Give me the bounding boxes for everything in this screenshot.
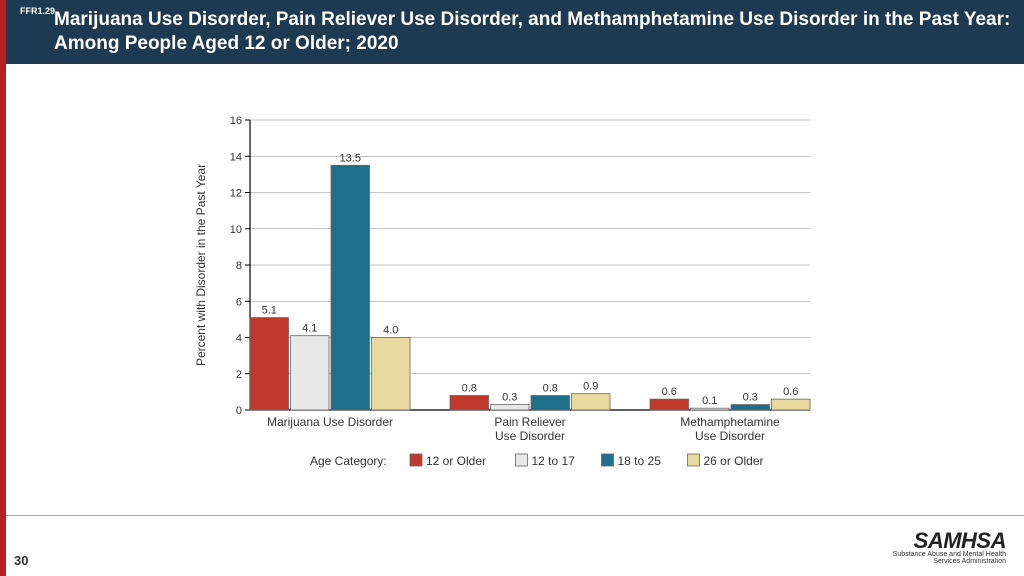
svg-text:16: 16 (230, 115, 242, 127)
svg-text:26 or Older: 26 or Older (704, 454, 764, 468)
svg-text:12 to 17: 12 to 17 (532, 454, 576, 468)
left-accent-stripe (0, 0, 6, 576)
svg-text:18 to 25: 18 to 25 (618, 454, 662, 468)
svg-text:0.3: 0.3 (502, 392, 517, 404)
svg-text:5.1: 5.1 (262, 305, 277, 317)
page-number: 30 (14, 553, 28, 568)
svg-text:0: 0 (236, 405, 242, 417)
svg-text:Age Category:: Age Category: (310, 454, 387, 468)
slide-header: FFR1.29 Marijuana Use Disorder, Pain Rel… (6, 0, 1024, 64)
svg-text:Use Disorder: Use Disorder (695, 429, 765, 443)
svg-text:4: 4 (236, 333, 242, 345)
svg-text:Pain Reliever: Pain Reliever (494, 415, 565, 429)
svg-text:12 or Older: 12 or Older (426, 454, 486, 468)
svg-text:0.8: 0.8 (543, 383, 558, 395)
logo-subtext-2: Services Administration (893, 558, 1006, 566)
figure-code: FFR1.29 (20, 6, 55, 16)
samhsa-logo: SAMHSA Substance Abuse and Mental Health… (893, 531, 1006, 566)
svg-text:13.5: 13.5 (340, 152, 361, 164)
svg-text:0.1: 0.1 (702, 395, 717, 407)
svg-text:Percent with Disorder in the P: Percent with Disorder in the Past Year (194, 164, 208, 366)
svg-text:8: 8 (236, 260, 242, 272)
chart-svg: 0 2 4 6 8 10 12 14 16 Percent with Disorder in th… (180, 100, 840, 500)
svg-text:2: 2 (236, 369, 242, 381)
svg-text:10: 10 (230, 224, 242, 236)
svg-text:0.9: 0.9 (583, 381, 598, 393)
svg-text:Marijuana Use Disorder: Marijuana Use Disorder (267, 415, 393, 429)
svg-text:Use Disorder: Use Disorder (495, 429, 565, 443)
slide-title: Marijuana Use Disorder, Pain Reliever Us… (54, 8, 1014, 56)
svg-text:6: 6 (236, 296, 242, 308)
svg-text:4.0: 4.0 (383, 325, 398, 337)
svg-text:14: 14 (230, 151, 242, 163)
logo-main-text: SAMHSA (893, 531, 1006, 551)
svg-text:4.1: 4.1 (302, 323, 317, 335)
svg-text:0.3: 0.3 (743, 392, 758, 404)
footer-rule (6, 515, 1024, 516)
svg-text:0.6: 0.6 (783, 386, 798, 398)
svg-text:0.8: 0.8 (462, 383, 477, 395)
svg-text:0.6: 0.6 (662, 386, 677, 398)
bar-chart: 0 2 4 6 8 10 12 14 16 Percent with Disorder in th… (180, 100, 840, 500)
logo-subtext-1: Substance Abuse and Mental Health (893, 551, 1006, 559)
svg-text:Methamphetamine: Methamphetamine (680, 415, 780, 429)
svg-text:12: 12 (230, 188, 242, 200)
